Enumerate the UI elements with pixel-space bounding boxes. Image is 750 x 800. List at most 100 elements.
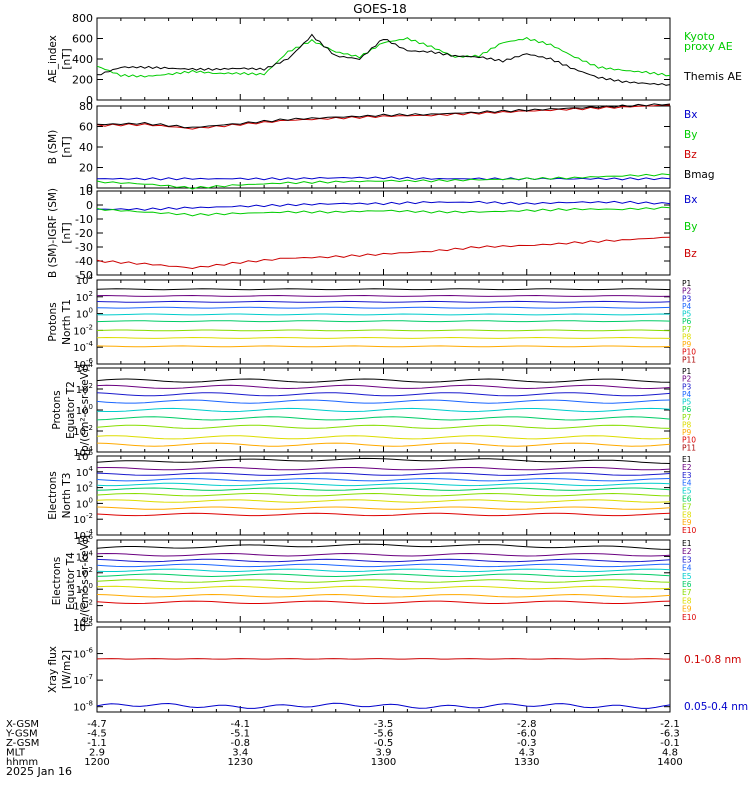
y-axis-label: B (SM) — [47, 130, 59, 164]
orbit-value: -0.1 — [660, 738, 680, 749]
legend-label: E6 — [682, 580, 692, 589]
orbit-value: -2.8 — [517, 719, 537, 730]
y-tick-exp: 2 — [89, 290, 93, 298]
orbit-value: 1300 — [371, 757, 396, 768]
series-line-themis-ae — [96, 33, 671, 86]
orbit-value: -6.0 — [517, 729, 537, 740]
y-tick-label: 200 — [72, 74, 93, 87]
legend-label: P4 — [682, 302, 692, 311]
series-line — [96, 702, 671, 709]
y-tick-label: 400 — [72, 53, 93, 66]
panel-frame — [96, 190, 671, 276]
legend-label: P1 — [682, 367, 692, 376]
y-tick-exp: -6 — [86, 357, 94, 365]
orbit-value: 1230 — [228, 757, 253, 768]
y-axis-label: Equator T4 — [65, 552, 77, 610]
y-tick-exp: -4 — [86, 615, 94, 623]
y-axis-label: Electrons — [47, 471, 59, 520]
orbit-value: -0.5 — [374, 738, 394, 749]
channel-line — [96, 306, 671, 309]
legend-label: Kyoto — [684, 30, 715, 43]
y-tick-exp: 0 — [89, 307, 93, 315]
y-tick-exp: -6 — [86, 647, 94, 655]
legend-label: Bz — [684, 149, 697, 161]
orbit-value: 1400 — [657, 757, 682, 768]
orbit-value: 3.4 — [232, 748, 248, 759]
y-tick-exp: -2 — [86, 424, 93, 432]
y-axis-label: [nT] — [61, 136, 73, 157]
series-line-bz — [96, 236, 671, 270]
legend-label: E4 — [682, 564, 692, 573]
series-line-kyoto-proxy-ae — [96, 37, 671, 78]
legend-label: E6 — [682, 495, 692, 504]
legend-label: E7 — [682, 502, 692, 511]
legend-label: E1 — [682, 539, 692, 548]
channel-line — [96, 477, 671, 482]
channel-line — [96, 552, 671, 557]
y-tick-label: 10-5 — [73, 620, 93, 634]
y-tick-exp: -2 — [86, 512, 93, 520]
legend-label: P2 — [682, 375, 692, 384]
orbit-row-label: MLT — [6, 748, 26, 759]
orbit-value: -6.3 — [660, 729, 680, 740]
legend-label: P10 — [682, 436, 696, 445]
orbit-row-label: Z-GSM — [6, 738, 39, 749]
series-line-bmag — [96, 103, 671, 129]
legend-label: E2 — [682, 463, 692, 472]
y-axis-label: [p/(cm²-s-sr-keV)] — [79, 364, 91, 456]
legend-label: P8 — [682, 332, 692, 341]
legend-label: Themis AE — [683, 70, 742, 83]
y-tick-exp: -4 — [86, 528, 94, 536]
series-line-bx — [96, 176, 671, 181]
legend-label: P9 — [682, 428, 692, 437]
orbit-value: 1330 — [514, 757, 539, 768]
legend-label: proxy AE — [684, 40, 733, 53]
y-tick-label: 104 — [76, 273, 94, 287]
y-tick-exp: -7 — [86, 673, 93, 681]
y-tick-exp: 4 — [89, 273, 94, 281]
channel-line — [96, 487, 671, 491]
legend-label: P9 — [682, 340, 692, 349]
legend-label: P3 — [682, 382, 692, 391]
legend-label: P2 — [682, 287, 692, 296]
legend-label: E9 — [682, 605, 692, 614]
y-tick-exp: -4 — [86, 340, 94, 348]
channel-line — [96, 378, 671, 383]
channel-line — [96, 345, 671, 348]
orbit-row-label: hhmm — [6, 757, 38, 768]
y-tick-exp: -4 — [86, 445, 94, 453]
y-tick-exp: 4 — [89, 465, 94, 473]
series-line-by — [96, 206, 671, 217]
y-tick-exp: -2 — [86, 323, 93, 331]
y-tick-label: 10-7 — [73, 673, 93, 687]
legend-label: By — [684, 221, 697, 233]
legend-label: P10 — [682, 348, 696, 357]
y-tick-label: 10-6 — [73, 647, 93, 661]
legend-label: Bz — [684, 248, 697, 260]
panel-frame — [96, 626, 671, 713]
legend-label: By — [684, 129, 697, 141]
panel-frame — [96, 105, 671, 189]
y-tick-label: 10-4 — [73, 340, 93, 354]
legend-label: P8 — [682, 420, 692, 429]
y-tick-label: -30 — [75, 241, 93, 254]
y-tick-exp: -8 — [86, 700, 93, 708]
legend-label: P5 — [682, 398, 692, 407]
orbit-value: -1.1 — [87, 738, 107, 749]
channel-line — [96, 442, 671, 447]
y-tick-label: 40 — [79, 141, 93, 154]
y-tick-exp: 0 — [89, 496, 93, 504]
y-axis-label: Xray flux — [47, 646, 59, 693]
orbit-value: -2.1 — [660, 719, 680, 730]
channel-line — [96, 300, 671, 303]
y-tick-label: 0 — [86, 94, 93, 107]
channel-line — [96, 579, 671, 583]
legend-label: E5 — [682, 572, 692, 581]
channel-line — [96, 384, 671, 390]
y-tick-label: 60 — [79, 121, 93, 134]
series-line-bx — [96, 200, 671, 211]
series-line — [96, 658, 671, 660]
y-tick-label: 10 — [79, 185, 93, 198]
orbit-value: -0.3 — [517, 738, 537, 749]
y-tick-label: 102 — [76, 290, 93, 304]
